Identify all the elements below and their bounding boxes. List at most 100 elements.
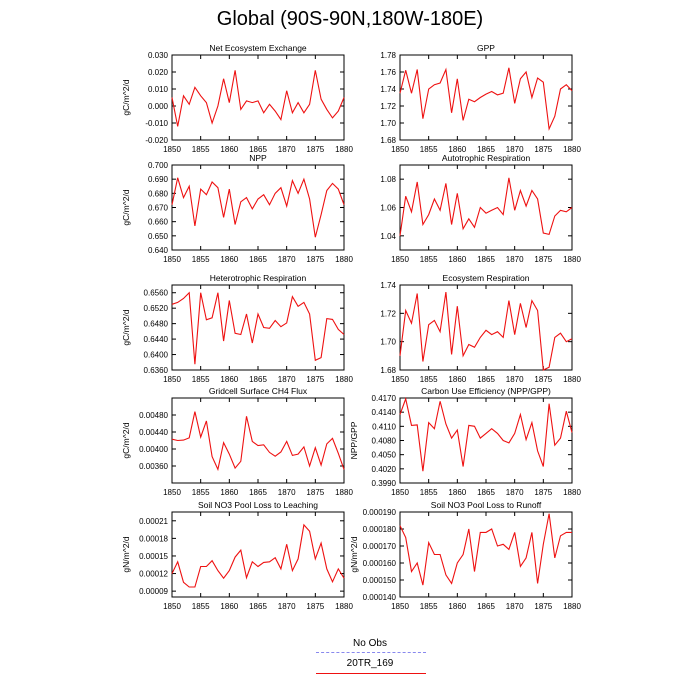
panel-7-ytick-label: 0.00480 [139,411,168,420]
panel-8-series-line [399,396,573,472]
panel-7-xtick-label: 1875 [306,488,324,497]
panel-10-ytick-label: 0.000170 [363,542,397,551]
panel-1-ytick-label: 0.010 [148,85,169,94]
panel-1-xtick-label: 1865 [249,145,267,154]
panel-10-ytick-label: 0.000190 [363,508,397,517]
panel-6-xtick-label: 1875 [534,375,552,384]
panel-1-ytick-label: 0.000 [148,102,169,111]
panel-4-xtick-label: 1855 [420,255,438,264]
panel-4-title: Autotrophic Respiration [442,153,531,163]
panel-3-ytick-label: 0.700 [148,161,169,170]
panel-8-xtick-label: 1855 [420,488,438,497]
panel-5-xtick-label: 1865 [249,375,267,384]
panel-9-ytick-label: 0.00015 [139,552,168,561]
panel-5-ytick-label: 0.6400 [144,351,169,360]
panel-2-xtick-label: 1855 [420,145,438,154]
panel-4-xtick-label: 1875 [534,255,552,264]
panel-6-ytick-label: 1.68 [380,366,396,375]
panel-7-ytick-label: 0.00360 [139,462,168,471]
panel-7-xtick-label: 1850 [163,488,181,497]
panel-3-ytick-label: 0.650 [148,232,169,241]
panel-1-ytick-label: 0.020 [148,68,169,77]
panel-6-xtick-label: 1860 [448,375,466,384]
panel-2-series-line [399,67,573,131]
legend-obs-line [316,652,426,653]
panel-3-ylabel: gC/m^2/d [121,189,131,225]
panel-1-xtick-label: 1860 [220,145,238,154]
panel-5-xtick-label: 1850 [163,375,181,384]
panel-5-ytick-label: 0.6440 [144,335,169,344]
panel-4-xtick-label: 1865 [477,255,495,264]
legend-model-line [316,673,426,674]
panel-6-xtick-label: 1870 [506,375,524,384]
panel-2-ytick-label: 1.72 [380,102,396,111]
panel-1-xtick-label: 1850 [163,145,181,154]
panel-2-xtick-label: 1850 [391,145,409,154]
panel-1-xtick-label: 1880 [335,145,353,154]
panel-4-xtick-label: 1860 [448,255,466,264]
panel-3-ytick-label: 0.660 [148,218,169,227]
panel-5-xtick-label: 1880 [335,375,353,384]
panel-9-frame [171,511,345,598]
panel-8-xtick-label: 1875 [534,488,552,497]
panel-1-title: Net Ecosystem Exchange [209,43,307,53]
panel-9-xtick-label: 1880 [335,602,353,611]
panel-7-ylabel: gC/m^2/d [121,422,131,458]
panel-5-title: Heterotrophic Respiration [210,273,307,283]
panel-8-title: Carbon Use Efficiency (NPP/GPP) [421,386,551,396]
panel-6-xtick-label: 1865 [477,375,495,384]
panel-6-xtick-label: 1880 [563,375,581,384]
panel-10-xtick-label: 1880 [563,602,581,611]
panel-8-xtick-label: 1870 [506,488,524,497]
panel-3-ytick-label: 0.640 [148,246,169,255]
panel-3-xtick-label: 1865 [249,255,267,264]
panel-10-ytick-label: 0.000140 [363,593,397,602]
panel-10-title: Soil NO3 Pool Loss to Runoff [431,500,542,510]
panel-8-ytick-label: 0.4050 [372,451,397,460]
panel-8-xtick-label: 1860 [448,488,466,497]
panel-3-xtick-label: 1850 [163,255,181,264]
panel-1-ylabel: gC/m^2/d [121,79,131,115]
panel-9-ytick-label: 0.00012 [139,570,168,579]
panel-5-xtick-label: 1870 [278,375,296,384]
panel-6-series-line [399,292,573,371]
panel-7-frame [171,397,345,484]
panel-8-ytick-label: 0.4110 [372,422,396,431]
panel-7-xtick-label: 1860 [220,488,238,497]
panel-4-xtick-label: 1880 [563,255,581,264]
panel-9-xtick-label: 1875 [306,602,324,611]
panel-3-xtick-label: 1875 [306,255,324,264]
panel-10-xtick-label: 1865 [477,602,495,611]
figure-title: Global (90S-90N,180W-180E) [216,8,484,30]
panel-9-ytick-label: 0.00021 [139,517,168,526]
panel-9-xtick-label: 1870 [278,602,296,611]
panel-10-ytick-label: 0.000180 [363,525,397,534]
panel-3-ytick-label: 0.680 [148,189,169,198]
panel-4-series-line [399,177,573,236]
panel-6-frame [399,284,573,371]
panel-2-xtick-label: 1875 [534,145,552,154]
panel-7-series-line [171,411,345,472]
panel-4-frame [399,164,573,251]
panel-5-ytick-label: 0.6360 [144,366,169,375]
panel-7-ytick-label: 0.00440 [139,428,168,437]
panel-1-series-line [171,70,345,127]
panel-8-ylabel: NPP/GPP [349,421,359,459]
panel-1-xtick-label: 1870 [278,145,296,154]
panel-1-xtick-label: 1855 [192,145,210,154]
legend-model-label: 20TR_169 [346,658,394,669]
panel-10-ytick-label: 0.000160 [363,559,397,568]
panel-3-ytick-label: 0.670 [148,204,169,213]
panel-7-xtick-label: 1865 [249,488,267,497]
panel-7-xtick-label: 1880 [335,488,353,497]
panel-10-xtick-label: 1855 [420,602,438,611]
panel-3-ytick-label: 0.690 [148,175,169,184]
panel-9-xtick-label: 1855 [192,602,210,611]
panel-6-xtick-label: 1855 [420,375,438,384]
panel-9-ytick-label: 0.00009 [139,587,168,596]
panel-1-ytick-label: -0.020 [145,136,168,145]
panel-2-xtick-label: 1880 [563,145,581,154]
panel-8-ytick-label: 0.4020 [372,465,397,474]
panel-8-ytick-label: 0.4170 [372,394,397,403]
panel-9-series-line [171,523,345,588]
